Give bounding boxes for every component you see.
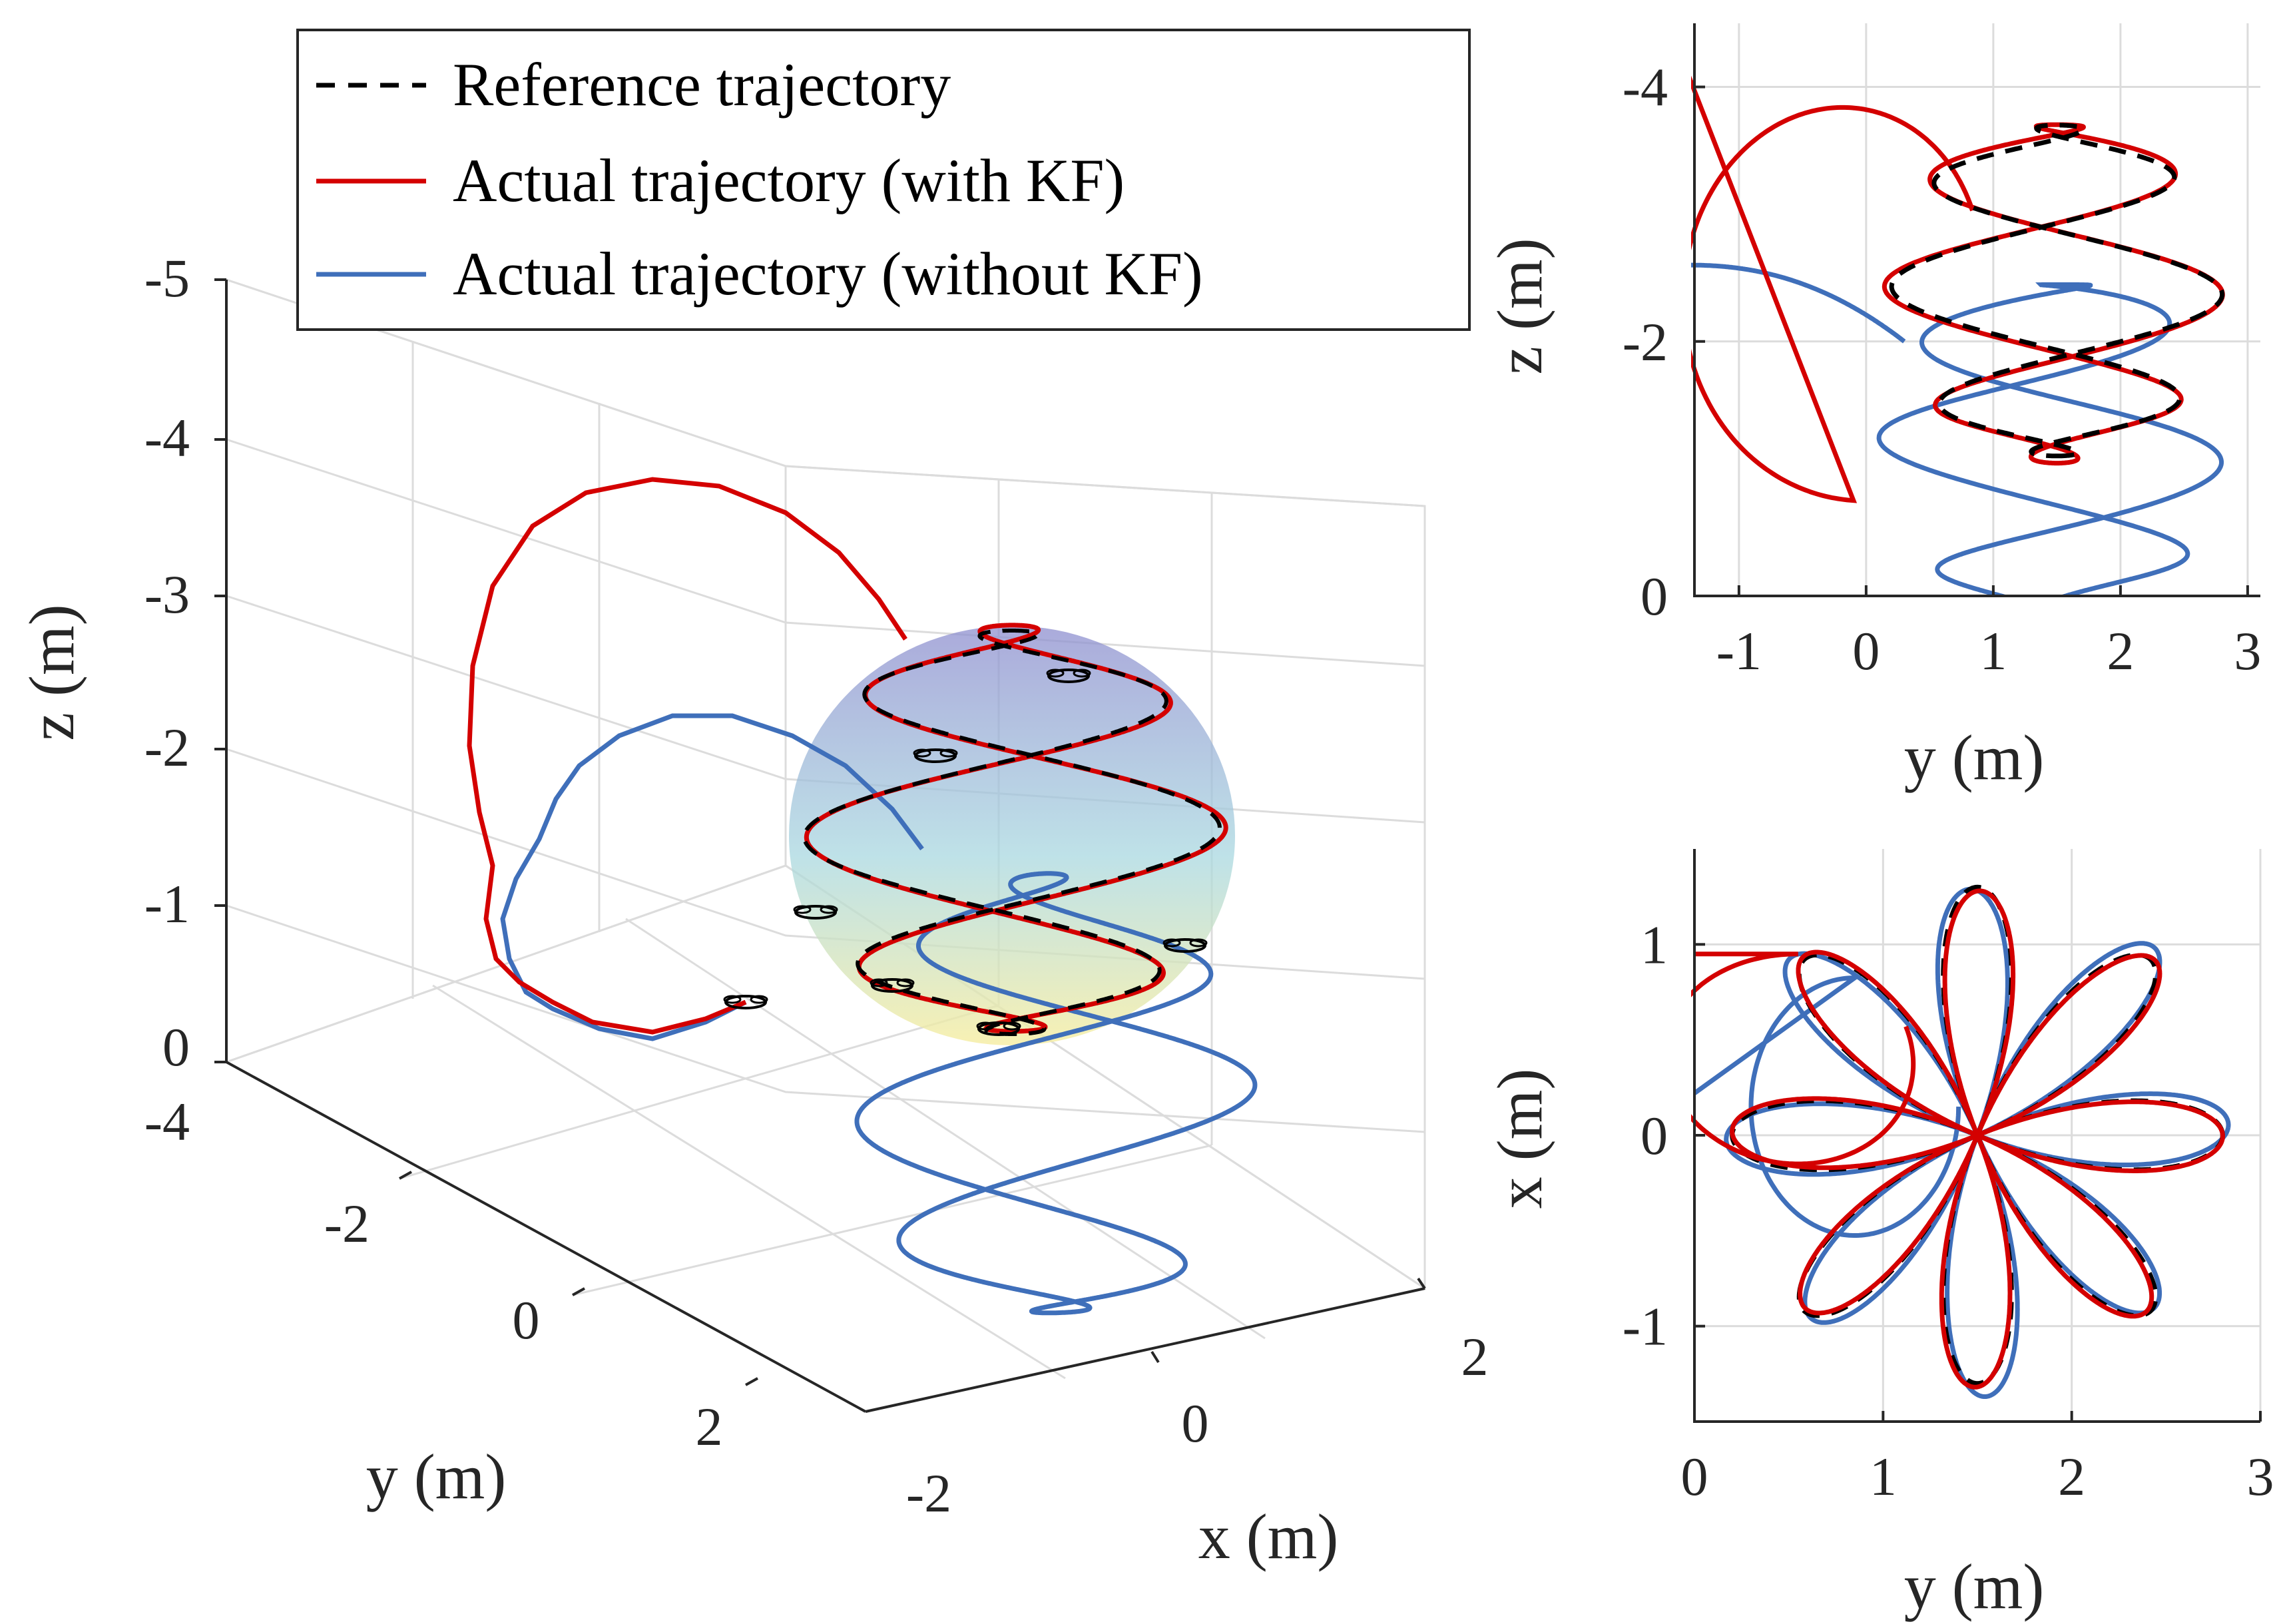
y-axis-line — [226, 1061, 866, 1413]
yx-ylabel: x (m) — [1484, 1069, 1555, 1209]
drone-rotor — [896, 978, 915, 987]
x-tick-label: 2 — [2107, 621, 2134, 681]
y-tick-label: -2 — [324, 1193, 370, 1254]
3d-grid — [225, 278, 1426, 1413]
x-tick-labels: -2 0 2 — [906, 1326, 1489, 1523]
legend: Reference trajectory Actual trajectory (… — [296, 29, 1471, 331]
yx-view-plot: 0 1 2 3 1 0 -1 x (m) y (m) — [1484, 849, 2274, 1622]
legend-box — [296, 29, 1471, 331]
drone-rotor — [793, 905, 812, 914]
x-tick-label: 1 — [1870, 1446, 1897, 1507]
axis-line — [1693, 849, 2260, 1423]
yz-reference-line — [1889, 123, 2225, 459]
sphere-surface — [789, 626, 1235, 1045]
drone-rotor — [939, 748, 958, 758]
yz-without-kf-approach — [1691, 262, 1906, 344]
legend-label-with-kf: Actual trajectory (with KF) — [453, 146, 1125, 214]
yx-with-kf-line — [1730, 888, 2225, 1390]
drone-rotor — [870, 978, 888, 987]
y-tick-label: 0 — [513, 1290, 540, 1350]
drone-rotor — [820, 905, 838, 914]
y-tick-label: 2 — [696, 1396, 723, 1457]
y-tick-label: -2 — [1623, 312, 1668, 372]
z-tick-label: -2 — [144, 717, 190, 778]
z-tick-label: -1 — [144, 874, 190, 934]
y-tick-label: -4 — [1623, 57, 1668, 118]
yx-with-kf-approach — [1691, 951, 1916, 1167]
y-tick-label: -1 — [1623, 1296, 1668, 1357]
y-tick-label: 0 — [1641, 566, 1668, 627]
y-tick-label: -4 — [144, 1091, 190, 1152]
legend-label-without-kf: Actual trajectory (without KF) — [453, 240, 1203, 308]
x-tick-label: 0 — [1182, 1393, 1209, 1454]
with-kf-3d-approach — [467, 477, 907, 1035]
drone-rotor — [1162, 938, 1181, 947]
drone-rotor — [1046, 669, 1065, 678]
z-tick-label: -4 — [144, 407, 190, 468]
y-tick-label: 1 — [1641, 914, 1668, 975]
drone-icon — [1162, 938, 1208, 953]
z-axis-label: z (m) — [16, 604, 87, 740]
drone-rotor — [1003, 1021, 1021, 1031]
yx-without-kf-line — [1724, 886, 2231, 1399]
3d-axes — [214, 278, 1426, 1413]
y-tick-label: 0 — [1641, 1105, 1668, 1166]
drone-rotor — [1073, 669, 1091, 678]
x-axis-label: x (m) — [1198, 1501, 1339, 1572]
x-tick-label: 1 — [1979, 621, 2007, 681]
x-tick-label: 0 — [1852, 621, 1880, 681]
drone-icon — [723, 995, 768, 1009]
y-axis-label: y (m) — [366, 1441, 507, 1512]
axis-line — [1693, 23, 2260, 597]
yx-tick-labels: 0 1 2 3 1 0 -1 — [1623, 914, 2274, 1507]
x-tick-label: 2 — [1461, 1326, 1489, 1387]
yz-with-kf-approach — [1691, 75, 1975, 503]
z-tick-label: -3 — [144, 564, 190, 625]
main-3d-plot: -5 -4 -3 -2 -1 0 -4 -2 0 2 -2 0 2 z (m) … — [16, 248, 1489, 1572]
y-tick-labels: -4 -2 0 2 — [144, 1091, 723, 1457]
yz-tick-labels: -1 0 1 2 3 -4 -2 0 — [1623, 57, 2262, 681]
drone-icon — [976, 1021, 1021, 1036]
drone-icon — [793, 905, 838, 920]
yz-with-kf-series — [1691, 75, 2225, 503]
without-kf-3d-approach — [500, 713, 924, 1041]
yz-reference-series — [1889, 123, 2225, 459]
without-kf-3d-line — [854, 871, 1258, 1316]
drone-rotor — [723, 995, 742, 1004]
yz-without-kf-line — [1876, 282, 2224, 596]
z-tick-labels: -5 -4 -3 -2 -1 0 — [144, 248, 190, 1077]
without-kf-3d-series — [500, 713, 1258, 1316]
x-tick-label: -2 — [906, 1463, 951, 1523]
drone-rotor — [913, 748, 931, 758]
z-tick-label: -5 — [144, 248, 190, 308]
x-tick-label: 0 — [1681, 1446, 1708, 1507]
x-axis-line — [865, 1287, 1425, 1413]
x-tick-label: 2 — [2058, 1446, 2085, 1507]
yx-with-kf-series — [1691, 888, 2225, 1390]
drone-icon — [870, 978, 915, 993]
yz-xlabel: y (m) — [1904, 722, 2045, 793]
yz-view-plot: -1 0 1 2 3 -4 -2 0 z (m) y (m) — [1484, 23, 2261, 793]
drone-markers — [723, 669, 1208, 1036]
yz-without-kf-series — [1691, 262, 2224, 596]
drone-rotor — [750, 995, 768, 1004]
legend-label-reference: Reference trajectory — [453, 51, 951, 119]
drone-rotor — [1189, 938, 1208, 947]
drone-rotor — [976, 1021, 995, 1031]
x-tick-label: 3 — [2247, 1446, 2274, 1507]
drone-icon — [913, 748, 958, 763]
yz-axes — [1693, 23, 2260, 597]
drone-icon — [1046, 669, 1091, 683]
x-tick-label: 3 — [2234, 621, 2261, 681]
yx-without-kf-approach — [1692, 975, 1961, 1238]
x-tick-label: -1 — [1716, 621, 1762, 681]
yx-axes — [1693, 849, 2262, 1423]
yz-ylabel: z (m) — [1484, 238, 1555, 374]
yx-xlabel: y (m) — [1904, 1551, 2045, 1622]
z-tick-label: 0 — [162, 1017, 190, 1077]
yx-without-kf-series — [1692, 886, 2231, 1399]
